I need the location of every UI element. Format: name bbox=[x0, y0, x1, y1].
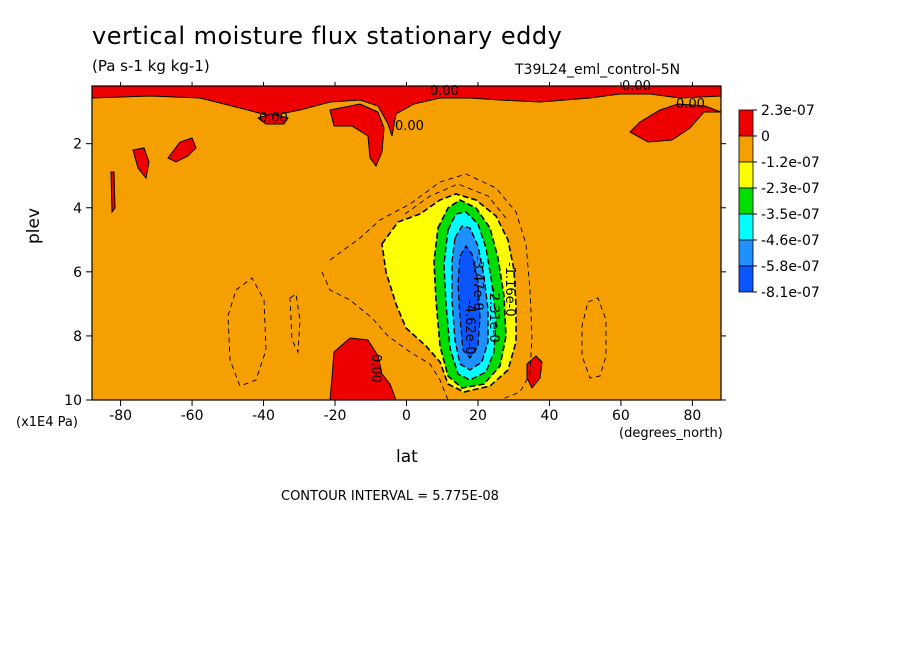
contour-label: -2.31e-0 bbox=[486, 288, 501, 343]
contour-label: -3.47e-0 bbox=[470, 256, 485, 311]
y-tick-label: 10 bbox=[64, 393, 82, 409]
x-units-label: (degrees_north) bbox=[619, 426, 723, 441]
colorbar-swatch bbox=[738, 265, 754, 293]
dashed-contours bbox=[227, 173, 607, 400]
x-tick-label: 40 bbox=[541, 408, 559, 424]
colorbar-swatch bbox=[738, 161, 754, 189]
colorbar-swatch bbox=[738, 213, 754, 241]
contour-label: 0.00 bbox=[259, 111, 288, 126]
positive-blob bbox=[329, 337, 397, 400]
contour-label: 0.00 bbox=[430, 84, 459, 99]
y-tick-label: 4 bbox=[73, 201, 82, 217]
colorbar-label: 0 bbox=[761, 129, 770, 145]
colorbar-label: -5.8e-07 bbox=[761, 259, 820, 275]
contour-label-layer: 0.00 0.00 0.00 0.00 0.00 0.00 -1.16e-0 -… bbox=[259, 79, 705, 383]
filled-field bbox=[92, 86, 721, 400]
neg-region-5 bbox=[457, 244, 481, 359]
x-tick-label: -20 bbox=[324, 408, 347, 424]
y-axis: 2 4 6 8 10 bbox=[64, 137, 726, 409]
positive-region-top bbox=[92, 86, 721, 143]
y-tick-label: 2 bbox=[73, 137, 82, 153]
positive-blob bbox=[256, 113, 289, 125]
contour-label: 0.00 bbox=[395, 119, 424, 134]
chart-title: vertical moisture flux stationary eddy bbox=[92, 22, 563, 50]
x-tick-label: -80 bbox=[109, 408, 132, 424]
x-tick-label: -40 bbox=[252, 408, 275, 424]
positive-blob bbox=[132, 147, 150, 180]
positive-blob bbox=[329, 103, 385, 167]
colorbar-label: -2.3e-07 bbox=[761, 181, 820, 197]
positive-blob bbox=[110, 171, 116, 214]
colorbar-swatch bbox=[738, 239, 754, 267]
y-tick-label: 6 bbox=[73, 265, 82, 281]
contour-interval: CONTOUR INTERVAL = 5.775E-08 bbox=[281, 489, 499, 504]
colorbar-label: 2.3e-07 bbox=[761, 103, 815, 119]
x-tick-label: -60 bbox=[181, 408, 204, 424]
positive-blob bbox=[167, 137, 197, 163]
chart-units: (Pa s-1 kg kg-1) bbox=[92, 57, 210, 75]
colorbar-label: -1.2e-07 bbox=[761, 155, 820, 171]
y-units-label: (x1E4 Pa) bbox=[16, 415, 78, 430]
colorbar-swatch bbox=[738, 187, 754, 215]
contour-label: 0.00 bbox=[676, 97, 705, 112]
colorbar-swatch bbox=[738, 109, 754, 137]
colorbar-label: -4.6e-07 bbox=[761, 233, 820, 249]
contour-label: -4.62e-0 bbox=[462, 300, 477, 355]
x-tick-label: 0 bbox=[402, 408, 411, 424]
x-axis: -80 -60 -40 -20 0 20 40 60 80 bbox=[109, 82, 701, 424]
colorbar: 2.3e-07 0 -1.2e-07 -2.3e-07 -3.5e-07 -4.6e-07… bbox=[738, 103, 820, 301]
x-tick-label: 60 bbox=[612, 408, 630, 424]
y-tick-label: 8 bbox=[73, 329, 82, 345]
contour-label: 0.00 bbox=[622, 79, 651, 94]
x-tick-label: 20 bbox=[469, 408, 487, 424]
colorbar-label: -3.5e-07 bbox=[761, 207, 820, 223]
colorbar-label: -8.1e-07 bbox=[761, 285, 820, 301]
y-axis-title: plev bbox=[24, 207, 44, 244]
x-tick-label: 80 bbox=[683, 408, 701, 424]
colorbar-swatch bbox=[738, 135, 754, 163]
contour-label: -1.16e-0 bbox=[502, 262, 517, 317]
contour-label: 0.00 bbox=[368, 354, 383, 383]
x-axis-title: lat bbox=[396, 447, 418, 467]
run-label: T39L24_eml_control-5N bbox=[515, 62, 681, 78]
